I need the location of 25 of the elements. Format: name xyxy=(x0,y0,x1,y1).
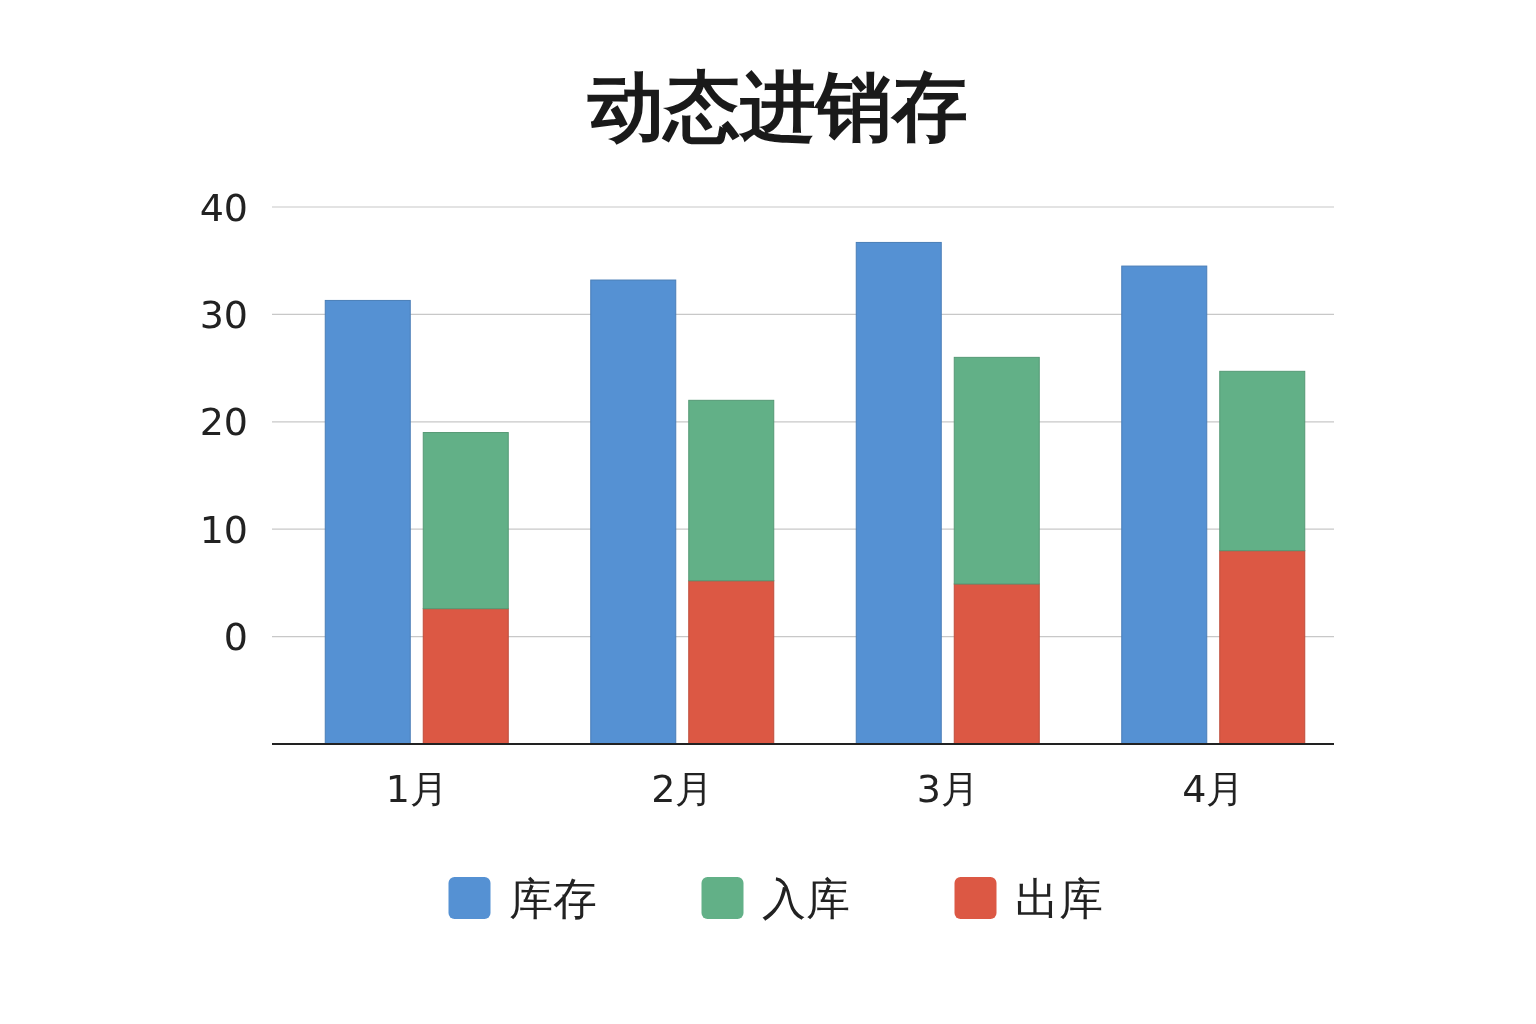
y-tick-label: 40 xyxy=(199,185,248,230)
legend-label: 出库 xyxy=(1014,872,1103,924)
bar xyxy=(855,241,942,745)
y-tick-label: 10 xyxy=(199,507,248,552)
y-tick-label: 0 xyxy=(223,615,248,660)
x-tick-label: 1月 xyxy=(385,767,448,811)
bar xyxy=(1121,265,1208,745)
bar xyxy=(1219,550,1306,745)
bar xyxy=(324,299,411,745)
bar xyxy=(688,399,775,582)
x-tick-label: 4月 xyxy=(1182,767,1245,811)
y-tick-label: 30 xyxy=(199,293,248,338)
bar xyxy=(953,583,1040,745)
bar xyxy=(422,608,509,745)
bar xyxy=(953,356,1040,585)
bar xyxy=(1219,370,1306,552)
bar xyxy=(422,432,509,610)
y-tick-label: 20 xyxy=(199,400,248,445)
legend-label: 入库 xyxy=(761,872,850,924)
chart-title: 动态进销存 xyxy=(587,62,968,151)
x-tick-label: 3月 xyxy=(916,767,979,811)
x-tick-label: 2月 xyxy=(651,767,714,811)
bar xyxy=(688,580,775,745)
legend-label: 库存 xyxy=(508,872,597,924)
bar xyxy=(590,279,677,745)
